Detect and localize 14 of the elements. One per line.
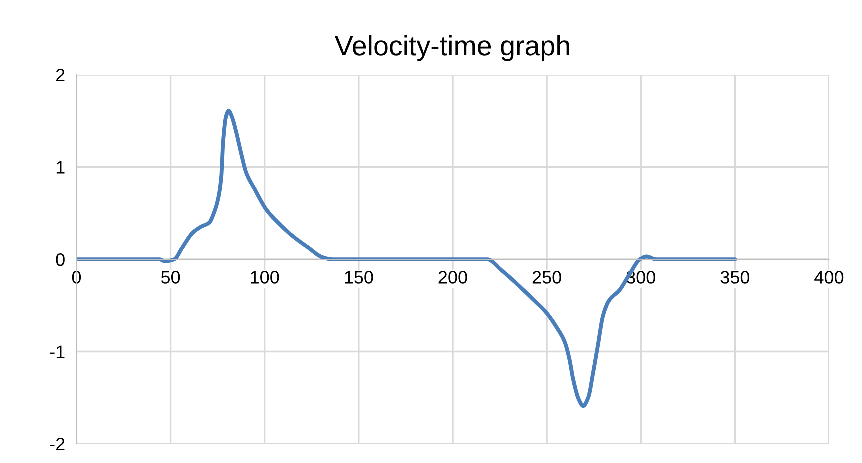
y-tick-label: -2 [50, 438, 65, 451]
x-tick-label: 150 [345, 271, 374, 284]
x-tick-label: 0 [72, 271, 82, 284]
y-tick-label: -1 [50, 346, 65, 358]
y-tick-label: 2 [56, 68, 65, 82]
y-tick-label: 0 [56, 253, 65, 266]
x-tick-label: 50 [161, 271, 180, 284]
y-tick-label: 1 [56, 161, 65, 174]
chart-title: Velocity-time graph [334, 35, 570, 62]
x-tick-label: 350 [720, 271, 750, 284]
x-tick-label: 200 [438, 271, 468, 284]
x-tick-label: 400 [814, 271, 844, 284]
x-tick-label: 250 [532, 271, 562, 284]
x-tick-label: 100 [251, 271, 280, 284]
